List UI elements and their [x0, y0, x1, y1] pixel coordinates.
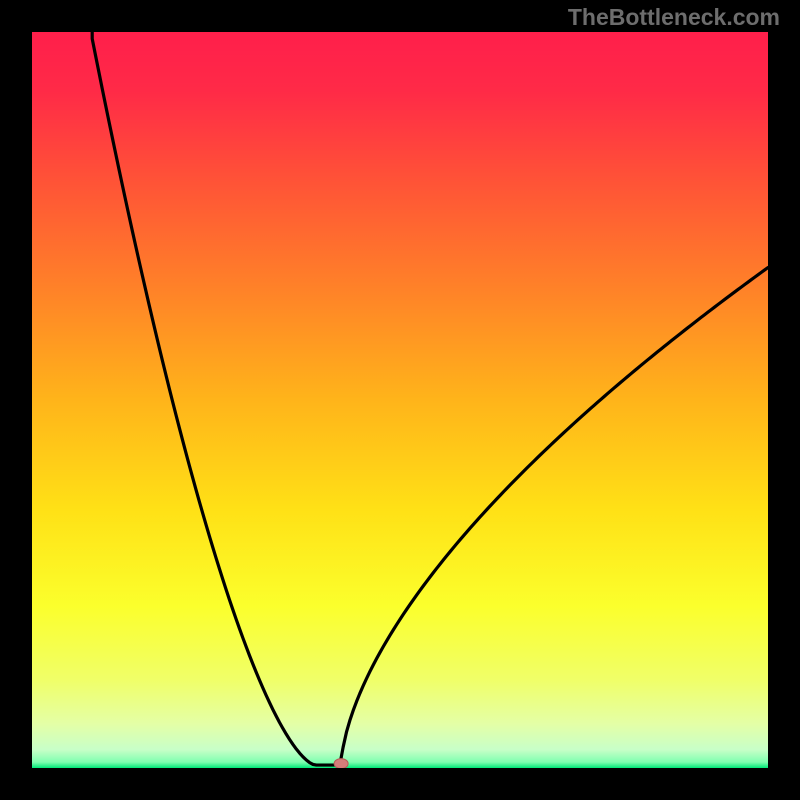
plot-area	[32, 32, 768, 768]
plot-svg	[32, 32, 768, 768]
watermark-text: TheBottleneck.com	[568, 4, 780, 31]
bottleneck-chart: TheBottleneck.com	[0, 0, 800, 800]
bottleneck-curve	[32, 32, 768, 765]
min-marker	[334, 759, 348, 768]
